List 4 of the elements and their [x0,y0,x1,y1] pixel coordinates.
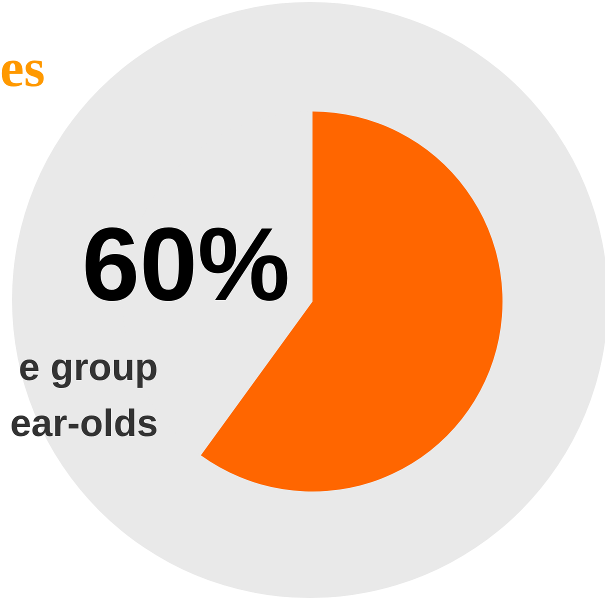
text: 60% [82,206,290,325]
chart-title: es [0,38,45,98]
text: ear-olds [10,402,158,447]
text: e group [18,346,158,391]
